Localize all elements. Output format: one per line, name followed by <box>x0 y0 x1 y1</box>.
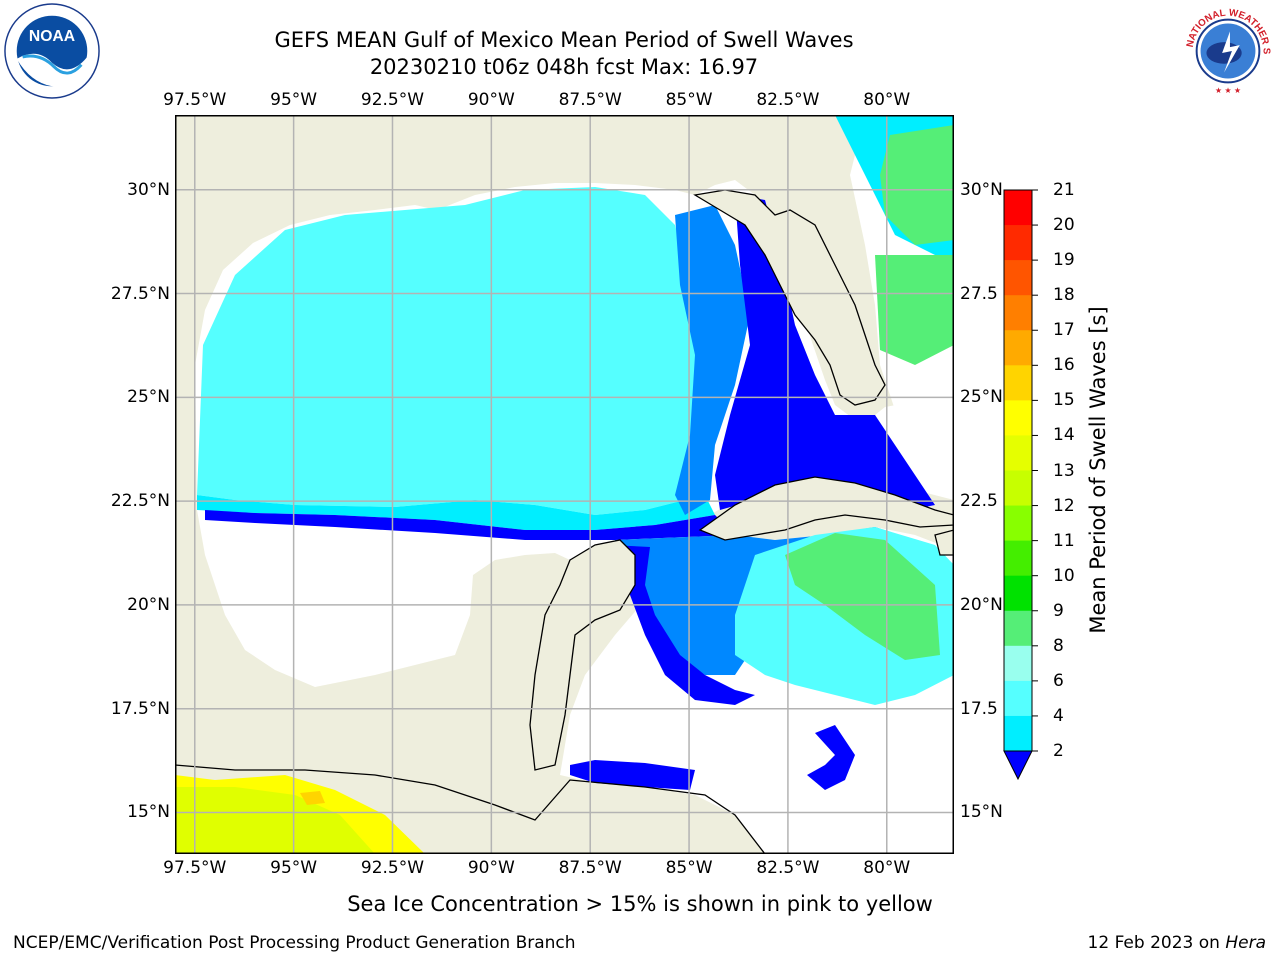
chart-subtitle: 20230210 t06z 048h fcst Max: 16.97 <box>369 55 759 79</box>
noaa-logo: NOAA <box>4 3 100 99</box>
colorbar-label: 12 <box>1053 495 1075 516</box>
colorbar-segment <box>1004 400 1032 436</box>
footer-credit: NCEP/EMC/Verification Post Processing Pr… <box>13 933 576 953</box>
lat-tick-label-right: 15°N <box>960 802 1003 823</box>
sea-ice-caption: Sea Ice Concentration > 15% is shown in … <box>347 892 933 916</box>
lon-tick-label: 97.5°W <box>163 90 227 110</box>
colorbar-label: 18 <box>1053 285 1075 306</box>
colorbar-label: 9 <box>1053 600 1064 621</box>
colorbar-segment <box>1004 645 1032 682</box>
colorbar-label: 10 <box>1053 565 1075 586</box>
colorbar-segment <box>1004 470 1032 507</box>
lon-tick-label: 85°W <box>665 90 713 110</box>
lon-tick-label: 82.5°W <box>756 90 820 110</box>
svg-text:★ ★ ★: ★ ★ ★ <box>1215 86 1241 95</box>
colorbar-segment <box>1004 190 1032 226</box>
footer-date-text: 12 Feb 2023 on <box>1087 933 1226 953</box>
colorbar-segment <box>1004 435 1032 471</box>
colorbar-label: 8 <box>1053 635 1064 656</box>
colorbar-segment <box>1004 260 1032 296</box>
lon-tick-label: 80°W <box>863 858 911 878</box>
lon-tick-label: 95°W <box>270 90 318 110</box>
lat-tick-label-right: 17.5 <box>960 698 998 719</box>
lon-tick-label: 87.5°W <box>558 90 622 110</box>
colorbar-segment <box>1004 505 1032 542</box>
lat-tick-label: 20°N <box>127 594 170 615</box>
lat-tick-label: 27.5°N <box>110 283 170 304</box>
colorbar-label: 15 <box>1053 390 1075 411</box>
chart-title: GEFS MEAN Gulf of Mexico Mean Period of … <box>274 28 854 52</box>
lat-tick-label-right: 25°N <box>960 387 1003 408</box>
colorbar-segment <box>1004 680 1032 717</box>
colorbar-label: 20 <box>1053 215 1075 236</box>
lon-tick-label: 90°W <box>467 858 515 878</box>
colorbar-label: 13 <box>1053 460 1075 481</box>
land-masses <box>175 189 954 854</box>
nws-logo: NATIONAL WEATHER SERVICE ★ ★ ★ <box>1178 2 1275 98</box>
lon-tick-label: 95°W <box>270 858 318 878</box>
colorbar-segment <box>1004 715 1032 752</box>
lat-tick-label: 30°N <box>127 179 170 200</box>
colorbar-segment <box>1004 295 1032 331</box>
lat-tick-label-right: 27.5 <box>960 283 998 304</box>
colorbar-title: Mean Period of Swell Waves [s] <box>1086 306 1110 634</box>
colorbar-segment <box>1004 330 1032 366</box>
graticule <box>175 115 954 854</box>
yucatan-peninsula <box>529 539 636 771</box>
florida-peninsula <box>693 189 886 406</box>
colorbar-label: 6 <box>1053 670 1064 691</box>
colorbar-segment <box>1004 225 1032 261</box>
colorbar-label: 11 <box>1053 530 1075 551</box>
lat-tick-label-right: 22.5 <box>960 491 998 512</box>
lon-tick-label: 80°W <box>863 90 911 110</box>
colorbar-label: 14 <box>1053 425 1075 446</box>
colorbar-label: 2 <box>1053 741 1064 761</box>
colorbar-label: 19 <box>1053 250 1075 271</box>
colorbar-segment <box>1004 540 1032 577</box>
colorbar-label: 21 <box>1053 180 1075 200</box>
map-frame <box>175 115 954 854</box>
svg-text:NOAA: NOAA <box>29 28 75 45</box>
colorbar <box>1003 189 1038 781</box>
lat-tick-label: 15°N <box>127 802 170 823</box>
lat-tick-label-right: 20°N <box>960 594 1003 615</box>
footer-host: Hera <box>1225 933 1266 953</box>
colorbar-label: 17 <box>1053 320 1075 341</box>
lon-tick-label: 90°W <box>467 90 515 110</box>
lon-tick-label: 85°W <box>665 858 713 878</box>
colorbar-extend-arrow <box>1003 750 1033 781</box>
cuba-island <box>698 476 954 541</box>
lat-tick-label-right: 30°N <box>960 179 1003 200</box>
lon-tick-label: 82.5°W <box>756 858 820 878</box>
hispaniola-edge <box>934 529 954 556</box>
colorbar-segment <box>1004 610 1032 647</box>
colorbar-label: 4 <box>1053 705 1064 726</box>
lat-tick-label: 22.5°N <box>110 491 170 512</box>
lon-tick-label: 87.5°W <box>558 858 622 878</box>
colorbar-label: 16 <box>1053 355 1075 376</box>
colorbar-segment <box>1004 575 1032 612</box>
central-america <box>175 764 766 854</box>
lon-tick-label: 92.5°W <box>360 858 425 878</box>
lon-tick-label: 92.5°W <box>360 90 425 110</box>
gulf-of-mexico-map <box>175 115 954 854</box>
footer-date: 12 Feb 2023 on Hera <box>1088 933 1266 953</box>
lon-tick-label: 97.5°W <box>163 858 227 878</box>
colorbar-segment <box>1004 365 1032 401</box>
lat-tick-label: 17.5°N <box>110 698 170 719</box>
lat-tick-label: 25°N <box>127 387 170 408</box>
